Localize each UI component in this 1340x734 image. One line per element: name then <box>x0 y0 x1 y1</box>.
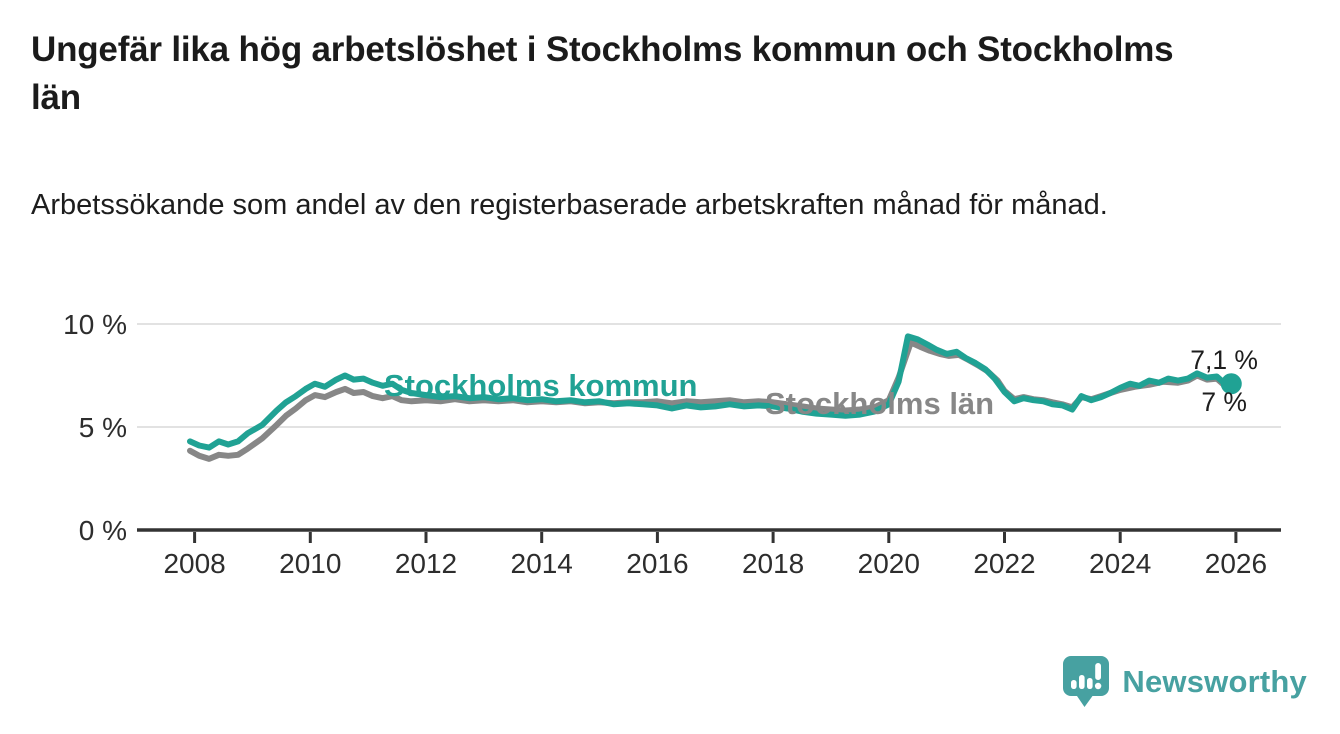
y-tick-label: 5 % <box>79 412 127 443</box>
chart-title: Ungefär lika hög arbetslöshet i Stockhol… <box>31 30 1174 117</box>
y-tick-label: 10 % <box>63 309 127 340</box>
newsworthy-logo: Newsworthy <box>1062 655 1307 708</box>
x-tick-label: 2014 <box>511 548 573 579</box>
end-value-label-lan: 7 % <box>1201 387 1247 417</box>
newsworthy-logo-text: Newsworthy <box>1122 663 1307 699</box>
logo-exclamation-stem <box>1095 663 1102 680</box>
x-tick-label: 2008 <box>163 548 225 579</box>
series-label-lan: Stockholms län <box>765 386 994 421</box>
x-tick-label: 2020 <box>858 548 920 579</box>
x-tick-label: 2022 <box>973 548 1035 579</box>
x-tick-label: 2018 <box>742 548 804 579</box>
series-line-kommun <box>187 333 1235 451</box>
series-label-kommun: Stockholms kommun <box>384 368 698 403</box>
end-value-label-kommun: 7,1 % <box>1190 345 1258 375</box>
logo-exclamation-dot <box>1095 682 1102 690</box>
x-tick-label: 2024 <box>1089 548 1151 579</box>
x-tick-label: 2012 <box>395 548 457 579</box>
chart-subtitle: Arbetssökande som andel av den registerb… <box>31 189 1108 221</box>
x-tick-label: 2016 <box>626 548 688 579</box>
newsworthy-logo-icon <box>1063 656 1110 707</box>
x-tick-label: 2010 <box>279 548 341 579</box>
series-end-dot <box>1220 373 1242 395</box>
logo-bar-2 <box>1079 675 1085 689</box>
logo-bar-1 <box>1071 680 1077 689</box>
x-tick-label: 2026 <box>1205 548 1267 579</box>
logo-bar-3 <box>1087 678 1093 689</box>
y-tick-label: 0 % <box>79 515 127 546</box>
